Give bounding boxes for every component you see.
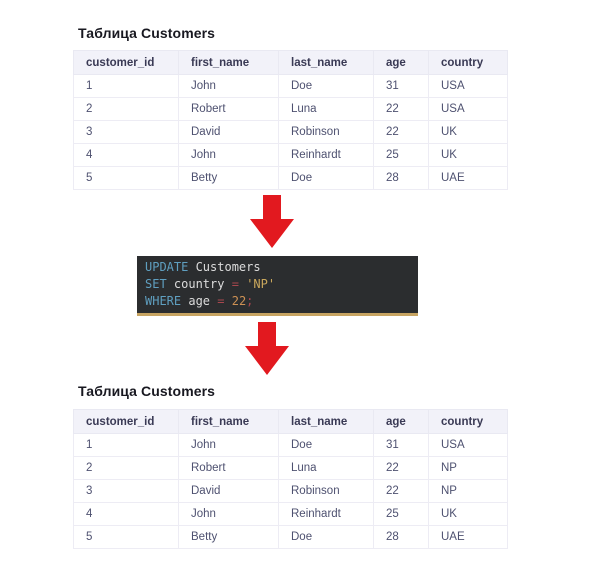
table-cell: Luna bbox=[278, 456, 374, 480]
table-cell: 3 bbox=[73, 479, 179, 503]
customers-table-after: customer_id first_name last_name age country… bbox=[73, 409, 508, 549]
table-cell: Luna bbox=[278, 97, 374, 121]
table-cell: NP bbox=[428, 456, 508, 480]
table-cell: 1 bbox=[73, 433, 179, 457]
code-token-plain: country bbox=[166, 277, 232, 291]
down-arrow-icon bbox=[245, 322, 289, 375]
table-cell: 31 bbox=[373, 74, 429, 98]
table-cell: Betty bbox=[178, 525, 279, 549]
table-cell: Doe bbox=[278, 74, 374, 98]
code-token-plain: age bbox=[181, 294, 218, 308]
customers-table-before: customer_id first_name last_name age country… bbox=[73, 50, 508, 190]
column-header: last_name bbox=[278, 50, 374, 75]
table-row: 1 John Doe 31 USA bbox=[73, 74, 508, 98]
table-cell: 5 bbox=[73, 525, 179, 549]
column-header: age bbox=[373, 50, 429, 75]
table-row: 1 John Doe 31 USA bbox=[73, 433, 508, 457]
table-cell: John bbox=[178, 433, 279, 457]
table-cell: UK bbox=[428, 143, 508, 167]
column-header: age bbox=[373, 409, 429, 434]
table-cell: Reinhardt bbox=[278, 502, 374, 526]
table-cell: John bbox=[178, 502, 279, 526]
table-row: 2 Robert Luna 22 USA bbox=[73, 97, 508, 121]
table-row: 3 David Robinson 22 UK bbox=[73, 120, 508, 144]
table-cell: 5 bbox=[73, 166, 179, 190]
table-row: 3 David Robinson 22 NP bbox=[73, 479, 508, 503]
code-token-keyword: SET bbox=[145, 277, 167, 291]
table-cell: John bbox=[178, 74, 279, 98]
header-row: customer_id first_name last_name age country bbox=[73, 50, 508, 75]
table-cell: Doe bbox=[278, 525, 374, 549]
column-header: first_name bbox=[178, 50, 279, 75]
table-cell: UK bbox=[428, 120, 508, 144]
sql-code-block: UPDATE Customers SET country = 'NP' WHERE … bbox=[137, 256, 418, 316]
table-cell: Reinhardt bbox=[278, 143, 374, 167]
header-row: customer_id first_name last_name age country bbox=[73, 409, 508, 434]
table-cell: Robert bbox=[178, 97, 279, 121]
table-cell: UAE bbox=[428, 166, 508, 190]
down-arrow-icon bbox=[250, 195, 294, 248]
code-token-plain bbox=[224, 294, 231, 308]
code-token-operator: = bbox=[231, 277, 239, 291]
table-cell: 25 bbox=[373, 143, 429, 167]
code-line: UPDATE Customers bbox=[145, 259, 410, 276]
column-header: last_name bbox=[278, 409, 374, 434]
code-line: WHERE age = 22; bbox=[145, 293, 410, 310]
table-row: 4 John Reinhardt 25 UK bbox=[73, 502, 508, 526]
table-cell: 4 bbox=[73, 502, 179, 526]
column-header: first_name bbox=[178, 409, 279, 434]
code-token-keyword: WHERE bbox=[145, 294, 182, 308]
table-cell: 22 bbox=[373, 479, 429, 503]
code-token-plain: Customers bbox=[188, 260, 261, 274]
table-cell: Robinson bbox=[278, 120, 374, 144]
table-cell: Doe bbox=[278, 166, 374, 190]
table-cell: 1 bbox=[73, 74, 179, 98]
before-table-title: Таблица Customers bbox=[78, 25, 216, 41]
table-row: 5 Betty Doe 28 UAE bbox=[73, 525, 508, 549]
table-cell: Betty bbox=[178, 166, 279, 190]
after-table-title: Таблица Customers bbox=[78, 383, 216, 399]
code-token-string: 'NP' bbox=[246, 277, 276, 291]
table-cell: NP bbox=[428, 479, 508, 503]
table-row: 5 Betty Doe 28 UAE bbox=[73, 166, 508, 190]
table-cell: USA bbox=[428, 74, 508, 98]
table-cell: UK bbox=[428, 502, 508, 526]
table-cell: 4 bbox=[73, 143, 179, 167]
table-row: 2 Robert Luna 22 NP bbox=[73, 456, 508, 480]
code-token-operator: = bbox=[217, 294, 225, 308]
table-cell: Robert bbox=[178, 456, 279, 480]
table-cell: David bbox=[178, 479, 279, 503]
column-header: country bbox=[428, 50, 508, 75]
column-header: country bbox=[428, 409, 508, 434]
table-cell: 25 bbox=[373, 502, 429, 526]
code-token-number: 22 bbox=[231, 294, 247, 308]
table-cell: 22 bbox=[373, 120, 429, 144]
table-cell: John bbox=[178, 143, 279, 167]
code-token-keyword: UPDATE bbox=[145, 260, 189, 274]
table-row: 4 John Reinhardt 25 UK bbox=[73, 143, 508, 167]
table-cell: 3 bbox=[73, 120, 179, 144]
table-cell: 22 bbox=[373, 456, 429, 480]
table-cell: UAE bbox=[428, 525, 508, 549]
table-cell: 2 bbox=[73, 456, 179, 480]
table-cell: 22 bbox=[373, 97, 429, 121]
table-cell: USA bbox=[428, 433, 508, 457]
table-cell: 2 bbox=[73, 97, 179, 121]
column-header: customer_id bbox=[73, 50, 179, 75]
table-cell: Doe bbox=[278, 433, 374, 457]
table-cell: Robinson bbox=[278, 479, 374, 503]
column-header: customer_id bbox=[73, 409, 179, 434]
table-cell: 28 bbox=[373, 166, 429, 190]
code-token-operator: ; bbox=[246, 294, 254, 308]
table-cell: 31 bbox=[373, 433, 429, 457]
code-line: SET country = 'NP' bbox=[145, 276, 410, 293]
table-cell: 28 bbox=[373, 525, 429, 549]
table-cell: David bbox=[178, 120, 279, 144]
table-cell: USA bbox=[428, 97, 508, 121]
